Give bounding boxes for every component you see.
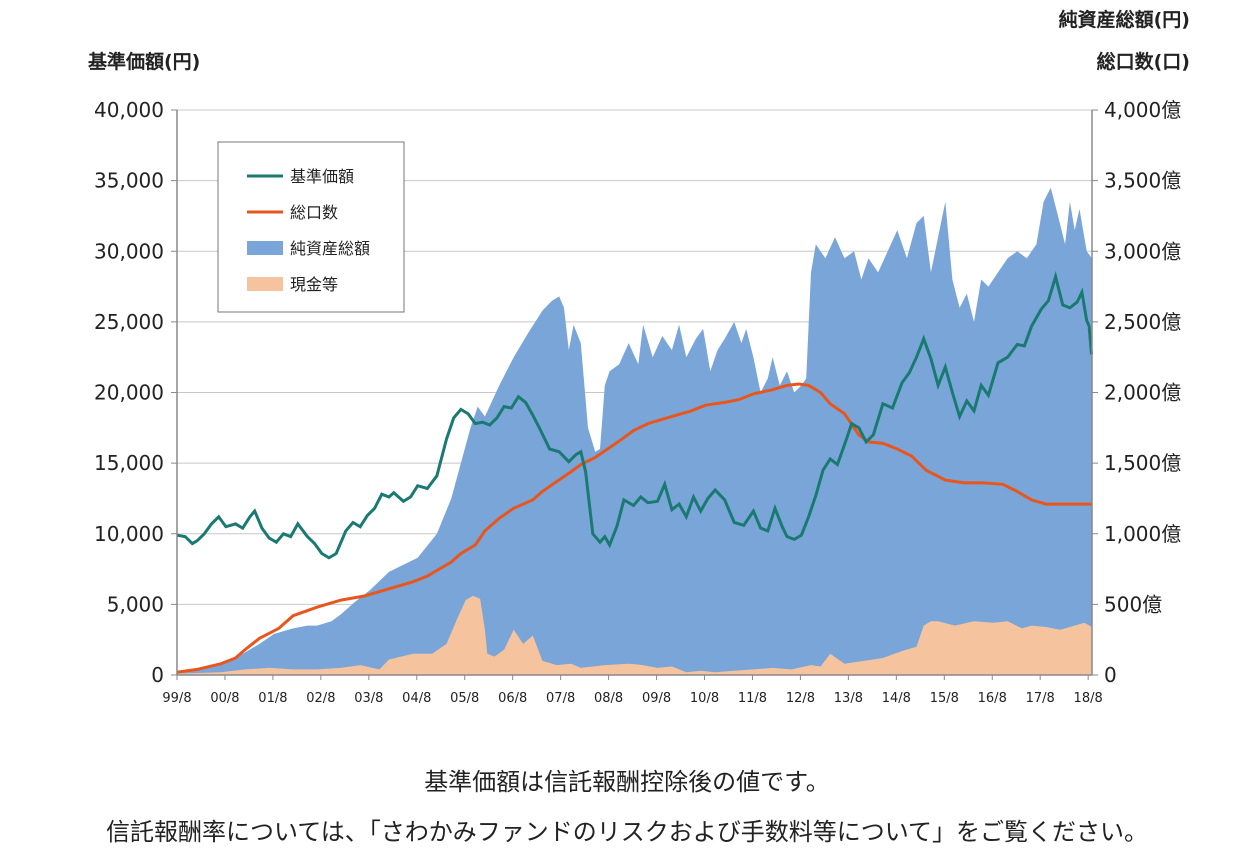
left-tick-label: 15,000 bbox=[94, 451, 164, 475]
caption-fee-reference: 信託報酬率については、「さわかみファンドのリスクおよび手数料等について」をご覧く… bbox=[105, 818, 1149, 846]
legend-nav-label: 基準価額 bbox=[290, 167, 354, 186]
left-axis-title: 基準価額(円) bbox=[87, 50, 200, 73]
right-tick-label: 1,000億 bbox=[1104, 522, 1181, 546]
x-tick-label: 07/8 bbox=[546, 691, 575, 706]
x-tick-label: 01/8 bbox=[258, 691, 287, 706]
legend-assets-swatch bbox=[247, 241, 283, 255]
left-tick-label: 25,000 bbox=[94, 310, 164, 334]
x-tick-label: 12/8 bbox=[786, 691, 815, 706]
total-units-line bbox=[176, 382, 1092, 674]
x-tick-label: 99/8 bbox=[162, 691, 191, 706]
right-tick-label: 500億 bbox=[1104, 592, 1162, 616]
legend: 基準価額 総口数 純資産総額 現金等 bbox=[217, 141, 405, 313]
x-tick-label: 00/8 bbox=[210, 691, 239, 706]
x-axis-ticks: 99/8 00/8 01/8 02/8 03/8 04/8 05/8 06/8 07/8 08/8… bbox=[162, 675, 1103, 706]
x-tick-label: 15/8 bbox=[930, 691, 959, 706]
x-tick-label: 18/8 bbox=[1074, 691, 1103, 706]
caption-fee-note: 基準価額は信託報酬控除後の値です。 bbox=[424, 768, 830, 796]
x-tick-label: 08/8 bbox=[594, 691, 623, 706]
x-tick-label: 06/8 bbox=[498, 691, 527, 706]
left-axis-ticks: 0 5,000 10,000 15,000 20,000 25,000 30,000 35,0… bbox=[94, 98, 177, 687]
right-axis-title-assets: 純資産総額(円) bbox=[1059, 8, 1190, 31]
nav-line bbox=[176, 271, 1093, 560]
cash-area bbox=[177, 595, 1092, 675]
left-tick-label: 10,000 bbox=[94, 522, 164, 546]
right-tick-label: 3,500億 bbox=[1104, 169, 1181, 193]
right-tick-label: 4,000億 bbox=[1104, 98, 1181, 122]
right-tick-label: 2,500億 bbox=[1104, 310, 1181, 334]
legend-cash-swatch bbox=[247, 277, 283, 291]
left-tick-label: 0 bbox=[151, 663, 164, 687]
left-tick-label: 20,000 bbox=[94, 381, 164, 405]
x-tick-label: 11/8 bbox=[738, 691, 767, 706]
x-tick-label: 17/8 bbox=[1026, 691, 1055, 706]
left-tick-label: 40,000 bbox=[94, 98, 164, 122]
left-tick-label: 35,000 bbox=[94, 169, 164, 193]
right-axis-title-units: 総口数(口) bbox=[1097, 50, 1190, 73]
x-tick-label: 09/8 bbox=[642, 691, 671, 706]
x-tick-label: 16/8 bbox=[978, 691, 1007, 706]
right-tick-label: 2,000億 bbox=[1104, 381, 1181, 405]
x-tick-label: 04/8 bbox=[402, 691, 431, 706]
legend-cash-label: 現金等 bbox=[290, 275, 338, 294]
left-tick-label: 30,000 bbox=[94, 239, 164, 263]
x-tick-label: 03/8 bbox=[354, 691, 383, 706]
right-tick-label: 1,500億 bbox=[1104, 451, 1181, 475]
x-tick-label: 02/8 bbox=[306, 691, 335, 706]
left-tick-label: 5,000 bbox=[107, 592, 164, 616]
fund-performance-chart: 0 5,000 10,000 15,000 20,000 25,000 30,000 35,0… bbox=[87, 8, 1190, 706]
x-tick-label: 14/8 bbox=[882, 691, 911, 706]
x-tick-label: 05/8 bbox=[450, 691, 479, 706]
right-axis-ticks: 0 500億 1,000億 1,500億 2,000億 2,500億 3,000億 3,500… bbox=[1092, 98, 1181, 687]
legend-assets-label: 純資産総額 bbox=[290, 239, 370, 258]
right-tick-label: 3,000億 bbox=[1104, 239, 1181, 263]
right-tick-label: 0 bbox=[1104, 663, 1117, 687]
legend-units-label: 総口数 bbox=[290, 203, 338, 222]
x-tick-label: 10/8 bbox=[690, 691, 719, 706]
x-tick-label: 13/8 bbox=[834, 691, 863, 706]
